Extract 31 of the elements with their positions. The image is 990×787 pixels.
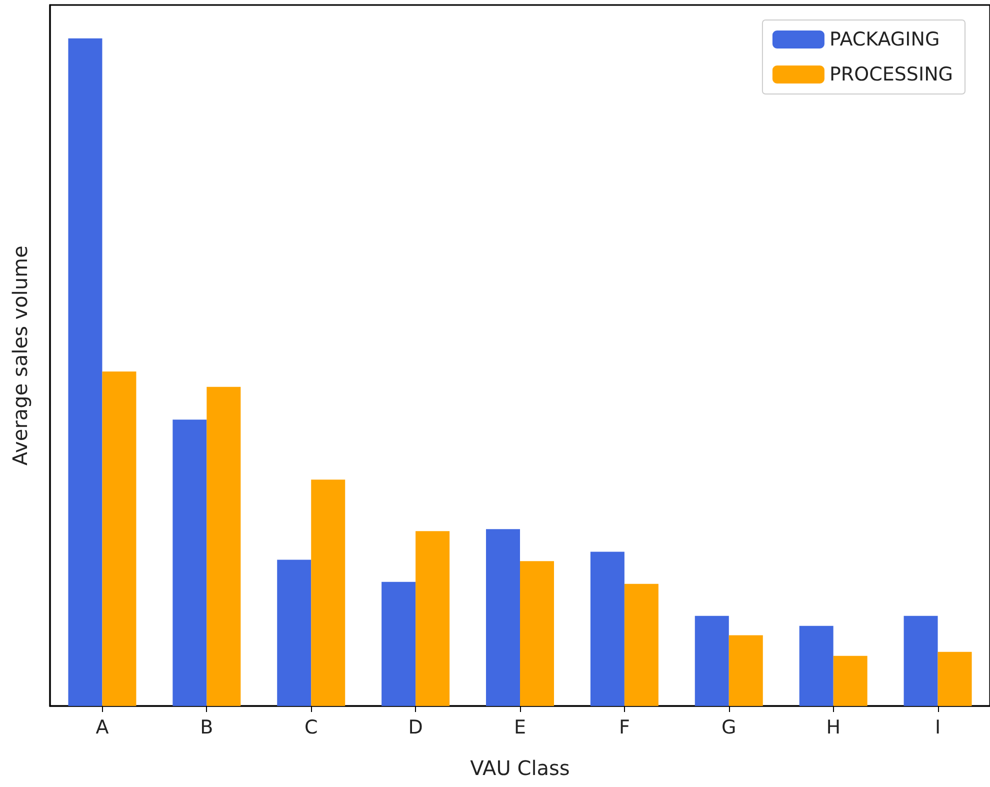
bar xyxy=(520,561,554,706)
bar xyxy=(416,531,450,706)
bar xyxy=(799,626,834,706)
bar xyxy=(311,480,346,706)
bar xyxy=(590,552,624,706)
bar xyxy=(938,652,972,706)
bar xyxy=(904,616,938,706)
x-axis-title: VAU Class xyxy=(470,756,570,780)
y-axis-title: Average sales volume xyxy=(8,246,32,466)
x-tick-label: E xyxy=(514,716,526,738)
bar xyxy=(277,560,312,706)
x-tick-label: C xyxy=(304,716,318,738)
bar xyxy=(624,584,658,706)
x-tick-label: I xyxy=(934,716,941,738)
bar xyxy=(486,529,520,706)
bar xyxy=(694,616,729,706)
bar xyxy=(728,635,763,706)
x-tick-label: G xyxy=(722,716,736,738)
bar xyxy=(833,656,868,706)
x-tick-label: F xyxy=(618,716,630,738)
bar xyxy=(68,38,102,706)
bar xyxy=(206,386,241,706)
legend-label: PACKAGING xyxy=(829,28,940,50)
x-tick-label: B xyxy=(200,716,214,738)
bar xyxy=(382,582,416,706)
x-tick-label: A xyxy=(96,716,109,738)
bar xyxy=(102,372,136,706)
x-tick-label: D xyxy=(408,716,423,738)
legend-label: PROCESSING xyxy=(829,64,953,86)
x-tick-label: H xyxy=(826,716,840,738)
bar xyxy=(172,420,207,706)
